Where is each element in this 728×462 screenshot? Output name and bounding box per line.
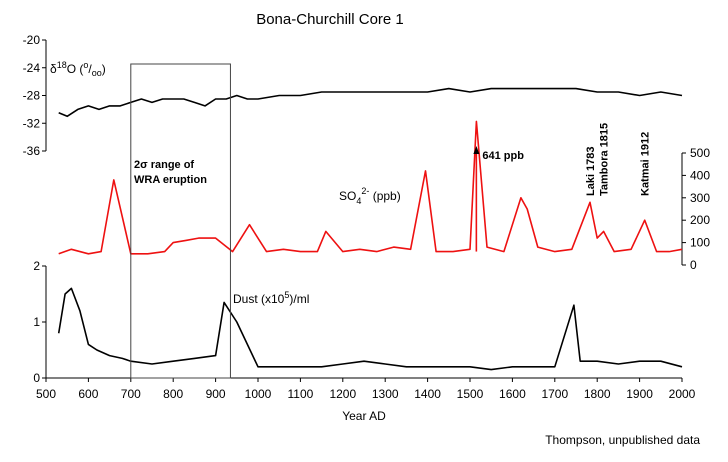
x-tick-label-1200: 1200 <box>329 387 356 401</box>
so4-label-sub: 4 <box>356 196 361 206</box>
so4-y-tick-label-5: 500 <box>690 146 710 160</box>
peak-641-label: 641 ppb <box>482 150 524 162</box>
d18o-label-o: O ( <box>67 62 84 76</box>
plot-series <box>57 87 683 371</box>
so4-y-tick-label-1: 100 <box>690 236 710 250</box>
x-tick-label-900: 900 <box>206 387 226 401</box>
so4-y-tick-label-3: 300 <box>690 191 710 205</box>
x-tick-label-1500: 1500 <box>457 387 484 401</box>
so4-label: SO42- (ppb) <box>339 186 401 206</box>
x-tick-label-1400: 1400 <box>414 387 441 401</box>
dust-label-unit: )/ml <box>289 292 309 306</box>
d18O-y-tick-label-1: -24 <box>23 61 41 75</box>
so4-y-tick-label-0: 0 <box>690 258 697 272</box>
x-tick-label-1000: 1000 <box>245 387 272 401</box>
axes: 500 600 700 800 900 1000 1100 1200 1300 1400 1500 1… <box>23 33 711 401</box>
dust-series-line-0 <box>57 287 683 371</box>
d18o-label-close: ) <box>102 62 106 76</box>
x-tick-label-1300: 1300 <box>372 387 399 401</box>
box-label-line2: WRA eruption <box>134 174 207 186</box>
x-tick-label-700: 700 <box>121 387 141 401</box>
x-tick-label-1800: 1800 <box>584 387 611 401</box>
x-tick-label-2000: 2000 <box>669 387 696 401</box>
x-axis-title: Year AD <box>342 409 386 423</box>
wra-range-box <box>130 63 231 379</box>
x-tick-label-600: 600 <box>78 387 98 401</box>
so4-label-so: SO <box>339 189 356 203</box>
annotations: 641 ppb Laki 1783 Tambora 1815 Katmai 1912 <box>130 63 652 379</box>
dust-label-main: Dust (x10 <box>233 292 285 306</box>
box-label-line1: 2σ range of <box>134 159 194 171</box>
so4-y-tick-label-4: 400 <box>690 168 710 182</box>
x-tick-label-1700: 1700 <box>541 387 568 401</box>
d18O-y-tick-label-0: -20 <box>23 33 41 47</box>
d18O-series-line-0 <box>58 87 683 118</box>
x-tick-label-500: 500 <box>36 387 56 401</box>
so4-series-line-0 <box>58 120 683 255</box>
x-tick-label-800: 800 <box>163 387 183 401</box>
so4-label-unit: (ppb) <box>369 189 400 203</box>
so4-label-sup: 2- <box>361 186 369 196</box>
credit-text: Thompson, unpublished data <box>545 433 700 447</box>
d18O-y-tick-label-3: -32 <box>23 116 41 130</box>
d18O-y-tick-label-2: -28 <box>23 89 41 103</box>
d18o-label-slash: / <box>88 62 92 76</box>
so4-y-tick-label-2: 200 <box>690 213 710 227</box>
dust-label: Dust (x105)/ml <box>233 290 309 306</box>
d18o-label-delta: δ <box>50 62 57 76</box>
dust-y-tick-label-0: 0 <box>33 371 40 385</box>
chart-title: Bona-Churchill Core 1 <box>256 11 404 28</box>
katmai-label: Katmai 1912 <box>640 132 652 196</box>
dust-y-tick-label-1: 1 <box>33 315 40 329</box>
peak-641-arrowhead <box>473 146 480 154</box>
x-tick-label-1600: 1600 <box>499 387 526 401</box>
d18o-label-oo: oo <box>92 68 102 78</box>
d18o-label: δ18O (o/oo) <box>50 60 106 78</box>
tambora-label: Tambora 1815 <box>599 123 611 196</box>
d18O-y-tick-label-4: -36 <box>23 144 41 158</box>
d18o-label-sup: 18 <box>57 60 67 70</box>
laki-label: Laki 1783 <box>585 146 597 196</box>
dust-label-sup: 5 <box>284 290 289 300</box>
x-tick-label-1100: 1100 <box>287 387 313 401</box>
d18o-label-permil-o: o <box>83 60 88 70</box>
x-tick-label-1900: 1900 <box>626 387 653 401</box>
dust-y-tick-label-2: 2 <box>33 259 40 273</box>
